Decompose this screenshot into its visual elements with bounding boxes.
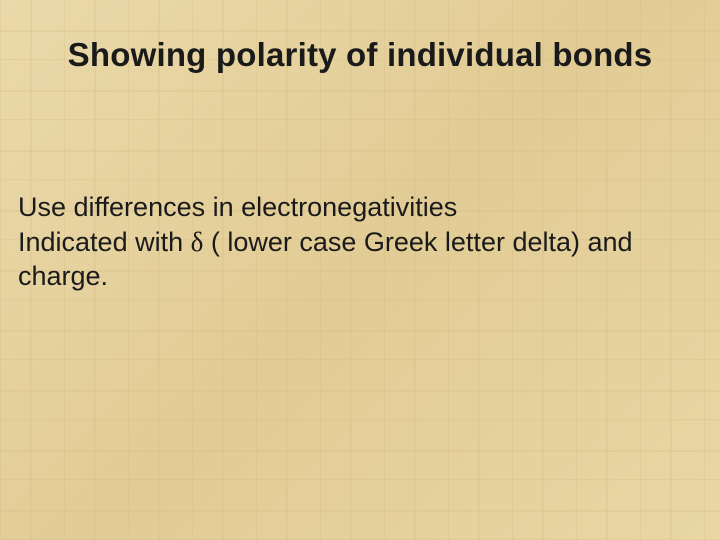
slide-body: Use differences in electronegativities I… [18, 190, 702, 294]
slide: Showing polarity of individual bonds Use… [0, 0, 720, 540]
slide-title: Showing polarity of individual bonds [0, 36, 720, 74]
body-line-1: Use differences in electronegativities [18, 192, 457, 222]
body-line-2-prefix: Indicated with [18, 227, 191, 257]
delta-symbol: δ [191, 227, 204, 257]
